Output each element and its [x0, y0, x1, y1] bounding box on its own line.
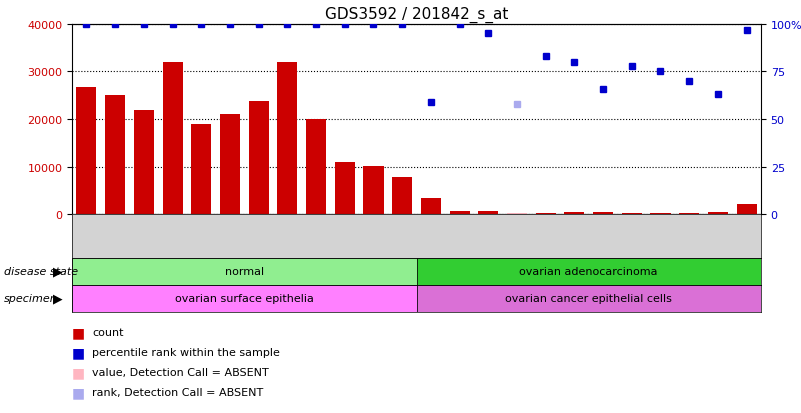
- Text: normal: normal: [225, 266, 264, 277]
- Text: specimen: specimen: [4, 293, 58, 304]
- Bar: [76, 88, 96, 215]
- Bar: [417, 285, 761, 312]
- Bar: [72, 258, 417, 285]
- Bar: [679, 214, 699, 215]
- Bar: [335, 163, 355, 215]
- Bar: [306, 120, 326, 215]
- Bar: [134, 111, 154, 215]
- Text: value, Detection Call = ABSENT: value, Detection Call = ABSENT: [92, 367, 269, 377]
- Bar: [622, 214, 642, 215]
- Bar: [565, 212, 585, 215]
- Text: disease state: disease state: [4, 266, 78, 277]
- Text: rank, Detection Call = ABSENT: rank, Detection Call = ABSENT: [92, 387, 264, 397]
- Bar: [507, 214, 527, 215]
- Bar: [417, 258, 761, 285]
- Bar: [650, 213, 670, 215]
- Text: ■: ■: [72, 345, 85, 359]
- Text: ▶: ▶: [53, 292, 62, 305]
- Bar: [449, 211, 469, 215]
- Text: ovarian surface epithelia: ovarian surface epithelia: [175, 293, 314, 304]
- Bar: [248, 102, 268, 215]
- Title: GDS3592 / 201842_s_at: GDS3592 / 201842_s_at: [325, 7, 508, 24]
- Bar: [163, 63, 183, 215]
- Text: ▶: ▶: [53, 265, 62, 278]
- Text: ■: ■: [72, 325, 85, 339]
- Text: ■: ■: [72, 365, 85, 379]
- Text: ovarian adenocarcinoma: ovarian adenocarcinoma: [520, 266, 658, 277]
- Bar: [72, 285, 417, 312]
- Text: ovarian cancer epithelial cells: ovarian cancer epithelial cells: [505, 293, 672, 304]
- Bar: [421, 198, 441, 215]
- Bar: [191, 125, 211, 215]
- Bar: [708, 213, 728, 215]
- Text: percentile rank within the sample: percentile rank within the sample: [92, 347, 280, 357]
- Bar: [536, 214, 556, 215]
- Text: count: count: [92, 328, 123, 337]
- Bar: [392, 178, 413, 215]
- Bar: [277, 63, 297, 215]
- Text: ■: ■: [72, 385, 85, 399]
- Bar: [105, 96, 125, 215]
- Bar: [478, 212, 498, 215]
- Bar: [593, 213, 613, 215]
- Bar: [364, 166, 384, 215]
- Bar: [220, 115, 240, 215]
- Bar: [737, 204, 757, 215]
